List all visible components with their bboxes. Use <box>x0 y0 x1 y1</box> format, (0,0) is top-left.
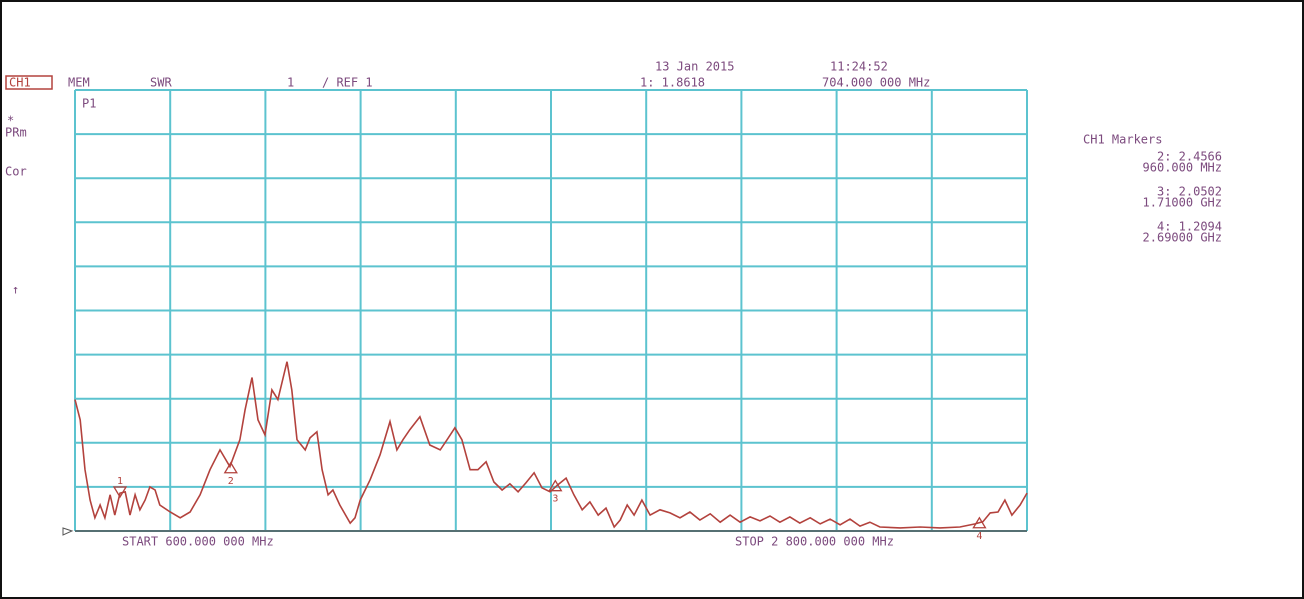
marker-number: 2 <box>228 476 234 487</box>
marker-value: 2: 2.4566 <box>1157 150 1222 164</box>
reference-arrow <box>62 527 74 536</box>
markers-title: CH1 Markers <box>1083 133 1162 147</box>
marker-x: 2.69000 GHz <box>1143 231 1222 245</box>
marker <box>548 479 563 492</box>
marker-x: 960.000 MHz <box>1143 161 1222 175</box>
side-label: ↑ <box>12 283 19 297</box>
side-label: * <box>7 114 14 128</box>
marker-number: 1 <box>117 476 123 487</box>
stop-label: STOP 2 800.000 000 MHz <box>735 535 894 549</box>
marker-number: 3 <box>552 494 558 505</box>
marker <box>223 461 238 474</box>
marker-x: 1.71000 GHz <box>1143 196 1222 210</box>
active-marker-value: 1: 1.8618 <box>640 76 705 90</box>
marker-value: 4: 1.2094 <box>1157 220 1222 234</box>
header-item: 1 <box>287 76 294 90</box>
header-item: MEM <box>68 76 90 90</box>
marker <box>972 516 987 529</box>
side-label: P1 <box>82 97 96 111</box>
side-label: Cor <box>5 165 27 179</box>
channel-box <box>5 75 53 90</box>
marker-value: 3: 2.0502 <box>1157 185 1222 199</box>
date: 13 Jan 2015 <box>655 60 734 74</box>
header-item: / REF 1 <box>322 76 373 90</box>
start-label: START 600.000 000 MHz <box>122 535 274 549</box>
side-label: PRm <box>5 126 27 140</box>
channel: CH1 <box>9 76 31 90</box>
marker <box>112 486 128 499</box>
time: 11:24:52 <box>830 60 888 74</box>
marker-number: 4 <box>976 531 982 542</box>
header-item: SWR <box>150 76 172 90</box>
active-marker-x: 704.000 000 MHz <box>822 76 930 90</box>
trace <box>74 361 1028 529</box>
